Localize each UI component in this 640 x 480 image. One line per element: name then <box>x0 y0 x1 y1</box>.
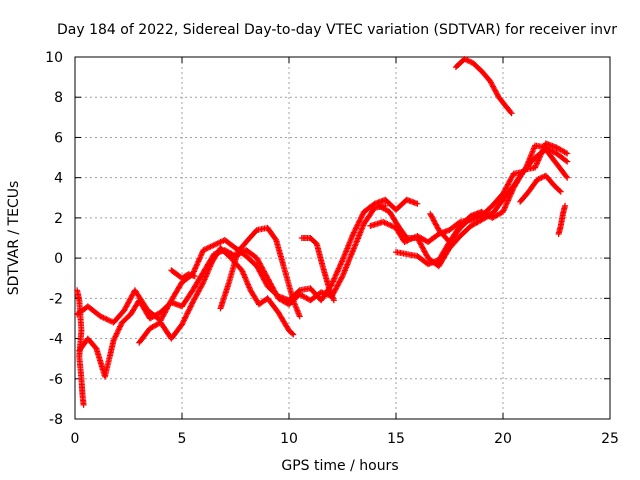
data-point-marker <box>289 330 296 337</box>
data-point-marker <box>191 273 198 280</box>
y-tick-label: -8 <box>49 412 63 428</box>
data-point-marker <box>507 109 514 116</box>
y-tick-label: 4 <box>54 171 63 187</box>
y-axis-ticks: -8 -6 -4 -2 0 2 4 6 8 10 <box>45 50 610 428</box>
y-tick-label: 2 <box>54 211 63 227</box>
x-tick-label: 25 <box>601 431 619 447</box>
x-tick-label: 5 <box>178 431 187 447</box>
series-trace-8 <box>375 146 571 270</box>
x-tick-label: 10 <box>280 431 298 447</box>
x-axis-label: GPS time / hours <box>281 458 398 474</box>
data-point-marker <box>330 297 337 304</box>
series-trace-12 <box>517 172 564 205</box>
series-trace-5 <box>217 224 303 320</box>
series-trace-3 <box>136 245 297 346</box>
data-point-marker <box>557 188 564 195</box>
data-point-marker <box>563 173 570 180</box>
grid <box>75 57 610 419</box>
series-trace-13 <box>555 202 569 237</box>
x-tick-label: 15 <box>387 431 405 447</box>
data-point-marker <box>414 200 421 207</box>
data-point-marker <box>564 158 571 165</box>
series-trace-2 <box>76 202 389 380</box>
series-trace-4 <box>168 267 198 282</box>
data-point-marker <box>489 210 496 217</box>
y-tick-label: 8 <box>54 90 63 106</box>
y-axis-label: SDTVAR / TECUs <box>6 181 22 296</box>
data-point-marker <box>508 110 515 117</box>
data-point-marker <box>290 331 297 338</box>
plot-frame <box>74 56 611 420</box>
x-tick-label: 20 <box>494 431 512 447</box>
data-point-marker <box>564 150 571 157</box>
data-point-marker <box>556 187 563 194</box>
data-point-marker <box>535 176 542 182</box>
x-tick-label: 0 <box>71 431 80 447</box>
data-point-marker <box>563 157 569 164</box>
data-point-marker <box>272 235 279 242</box>
y-tick-label: -6 <box>49 372 63 388</box>
data-point-marker <box>562 202 569 209</box>
data-point-marker <box>104 316 111 323</box>
y-tick-label: 0 <box>54 251 63 267</box>
chart-title: Day 184 of 2022, Sidereal Day-to-day VTE… <box>57 22 617 38</box>
y-tick-label: 6 <box>54 130 63 146</box>
data-points <box>74 56 571 408</box>
data-point-marker <box>564 174 571 181</box>
data-point-marker <box>562 149 569 156</box>
data-point-marker <box>296 313 303 320</box>
y-tick-label: -4 <box>49 332 63 348</box>
series-trace-11 <box>452 56 515 117</box>
x-axis-ticks: 0 5 10 15 20 25 <box>71 57 619 447</box>
y-tick-label: 10 <box>45 50 63 66</box>
series-trace-14 <box>74 287 87 408</box>
data-point-marker <box>117 323 124 330</box>
series-trace-10 <box>427 210 496 245</box>
y-tick-label: -2 <box>49 291 63 307</box>
data-point-marker <box>80 401 87 408</box>
series-trace-6 <box>298 235 337 304</box>
